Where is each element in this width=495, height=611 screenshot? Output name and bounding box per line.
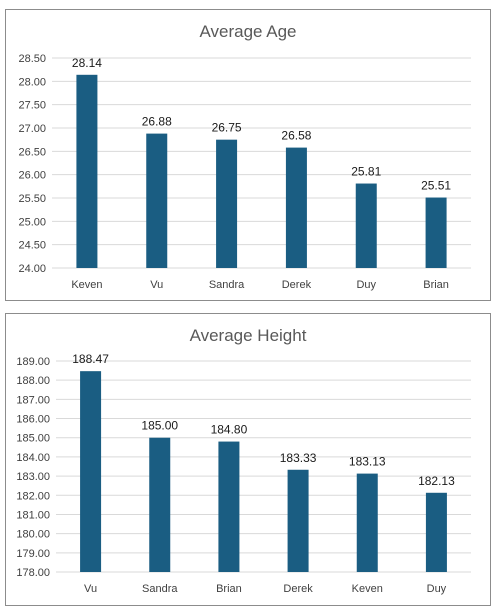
data-label: 188.47 — [72, 352, 109, 366]
x-tick-label: Vu — [84, 583, 97, 595]
x-tick-label: Brian — [216, 583, 242, 595]
bar — [76, 74, 98, 268]
y-tick-label: 25.00 — [18, 216, 46, 228]
y-tick-label: 28.00 — [18, 76, 46, 88]
x-tick-label: Derek — [283, 583, 313, 595]
bar — [146, 133, 168, 268]
bar — [425, 492, 447, 572]
y-tick-label: 187.00 — [16, 394, 50, 406]
average-age-plot: 24.00 24.50 25.00 25.50 26.00 26.50 27.00 27.50… — [18, 53, 471, 291]
x-tick-label: Sandra — [209, 279, 245, 291]
data-label: 26.88 — [142, 115, 172, 129]
y-tick-label: 27.50 — [18, 100, 46, 112]
y-tick-label: 180.00 — [16, 529, 50, 541]
bar — [285, 147, 307, 268]
y-tick-label: 24.00 — [18, 263, 46, 275]
y-tick-label: 182.00 — [16, 490, 50, 502]
chart-title: Average Age — [199, 22, 297, 41]
data-label: 26.75 — [212, 121, 242, 135]
x-tick-label: Brian — [423, 279, 449, 291]
y-tick-label: 184.00 — [16, 452, 50, 464]
bar — [425, 197, 447, 268]
data-label: 25.51 — [421, 179, 451, 193]
x-tick-label: Keven — [71, 279, 102, 291]
bar — [355, 183, 377, 268]
data-label: 26.58 — [281, 129, 311, 143]
bar — [80, 371, 102, 572]
x-tick-label: Keven — [352, 583, 383, 595]
y-tick-label: 27.00 — [18, 123, 46, 135]
chart-title: Average Height — [189, 326, 307, 345]
x-tick-label: Sandra — [142, 583, 178, 595]
data-label: 184.80 — [211, 423, 248, 437]
x-tick-label: Duy — [356, 279, 376, 291]
bar — [287, 469, 309, 572]
x-tick-label: Duy — [427, 583, 447, 595]
data-label: 183.13 — [349, 455, 386, 469]
y-tick-label: 179.00 — [16, 548, 50, 560]
average-age-chart: Average Age 24.00 24.50 25.00 25.50 26.00 26.… — [5, 9, 491, 301]
bar — [218, 441, 240, 572]
y-tick-label: 178.00 — [16, 567, 50, 579]
y-tick-label: 24.50 — [18, 240, 46, 252]
y-tick-label: 25.50 — [18, 193, 46, 205]
x-tick-label: Vu — [150, 279, 163, 291]
bar — [356, 473, 378, 572]
average-height-chart: Average Height 178.00 179.00 180.00 181.00 1… — [5, 313, 491, 606]
y-tick-label: 186.00 — [16, 414, 50, 426]
bar — [216, 139, 238, 268]
y-tick-label: 28.50 — [18, 53, 46, 65]
bar — [149, 437, 171, 572]
data-label: 25.81 — [351, 165, 381, 179]
x-tick-label: Derek — [282, 279, 312, 291]
y-tick-label: 183.00 — [16, 471, 50, 483]
average-height-plot: 178.00 179.00 180.00 181.00 182.00 183.00 184.… — [16, 352, 471, 595]
y-tick-label: 185.00 — [16, 433, 50, 445]
y-tick-label: 26.50 — [18, 146, 46, 158]
y-tick-label: 26.00 — [18, 170, 46, 182]
y-tick-label: 189.00 — [16, 356, 50, 368]
data-label: 28.14 — [72, 56, 102, 70]
y-tick-label: 181.00 — [16, 509, 50, 521]
y-tick-label: 188.00 — [16, 375, 50, 387]
data-label: 182.13 — [418, 474, 455, 488]
data-label: 185.00 — [141, 419, 178, 433]
data-label: 183.33 — [280, 451, 317, 465]
